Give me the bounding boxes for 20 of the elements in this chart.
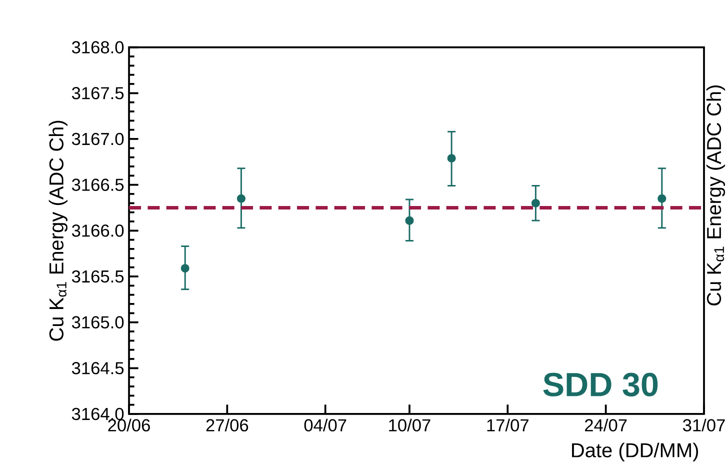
- y-tick-label: 3164.0: [72, 408, 124, 420]
- y-tick-label: 3166.5: [72, 178, 124, 191]
- y-tick-label: 3165.0: [72, 316, 124, 328]
- x-tick-label: 20/06: [108, 418, 150, 432]
- x-tick-label: 24/07: [585, 418, 627, 432]
- x-tick-label: 27/06: [206, 418, 248, 432]
- y-tick-label: 3167.5: [72, 87, 124, 100]
- y-tick-label: 3167.0: [72, 132, 124, 146]
- y-tick-label: 3164.5: [72, 362, 124, 374]
- x-tick-label: 10/07: [389, 418, 430, 432]
- y-tick-label: 3166.0: [72, 224, 124, 237]
- y-axis-title: Cu K$_{α1}$ Energy (ADC Ch): [48, 120, 68, 341]
- x-tick-label: 17/07: [487, 418, 528, 432]
- x-tick-label: 31/07: [682, 418, 725, 432]
- x-axis-title: Date (DD/MM): [572, 442, 698, 462]
- annotation: SDD 30: [543, 372, 658, 396]
- x-tick-label: 04/07: [304, 418, 346, 432]
- y-tick-label: 3168.0: [72, 41, 124, 54]
- y-tick-label: 3165.5: [72, 270, 124, 283]
- y2-axis-title: Cu K$_{α1}$ Energy (ADC Ch): [706, 86, 726, 306]
